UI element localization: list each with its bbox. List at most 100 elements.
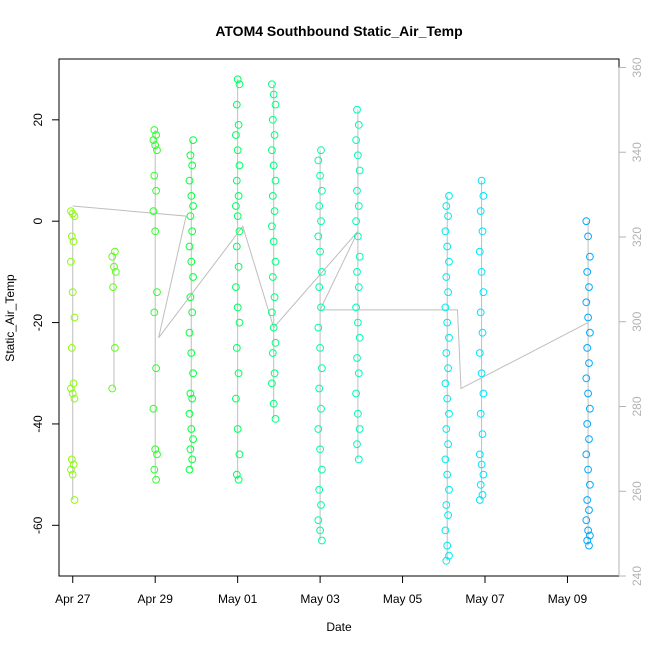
data-point bbox=[233, 146, 242, 155]
x-tick-label: May 09 bbox=[548, 592, 588, 606]
y2-tick-label: 320 bbox=[630, 227, 644, 247]
data-point bbox=[317, 146, 325, 155]
data-point bbox=[189, 273, 198, 281]
data-point bbox=[478, 430, 487, 439]
data-point bbox=[318, 268, 326, 276]
data-point bbox=[268, 192, 277, 200]
data-point bbox=[189, 369, 198, 378]
x-axis: Apr 27 Apr 29 May 01 May 03 May 05 May 07 May … bbox=[55, 575, 588, 606]
data-point bbox=[186, 151, 195, 160]
data-point bbox=[314, 232, 323, 241]
data-point bbox=[355, 166, 364, 175]
data-point bbox=[234, 262, 243, 271]
data-point bbox=[151, 141, 160, 150]
y2-tick-label: 360 bbox=[630, 57, 644, 77]
data-point bbox=[315, 202, 324, 210]
data-point bbox=[475, 496, 484, 504]
data-point bbox=[354, 283, 363, 292]
data-point bbox=[111, 268, 120, 276]
data-point bbox=[186, 389, 195, 398]
data-point bbox=[68, 209, 77, 218]
data-point bbox=[70, 313, 79, 322]
data-point bbox=[479, 389, 488, 398]
data-point bbox=[68, 288, 77, 297]
data-point bbox=[582, 516, 591, 525]
data-point bbox=[234, 192, 243, 200]
x-tick-label: Apr 29 bbox=[138, 592, 174, 606]
data-point bbox=[70, 212, 79, 221]
data-point bbox=[232, 344, 241, 352]
data-point bbox=[584, 313, 592, 322]
data-point bbox=[232, 242, 241, 251]
plot-data bbox=[67, 75, 594, 565]
data-point bbox=[444, 364, 453, 373]
data-point bbox=[582, 217, 591, 226]
data-point bbox=[189, 136, 198, 145]
data-point bbox=[354, 455, 363, 464]
data-point bbox=[186, 445, 195, 454]
data-point bbox=[475, 349, 484, 357]
data-point bbox=[268, 115, 277, 124]
y2-tick-label: 300 bbox=[630, 311, 644, 331]
data-point bbox=[352, 217, 361, 226]
data-point bbox=[441, 227, 450, 236]
data-point bbox=[354, 409, 362, 418]
data-point bbox=[185, 242, 194, 251]
data-point bbox=[271, 100, 280, 109]
data-point bbox=[67, 257, 75, 266]
data-point bbox=[187, 349, 196, 357]
y-tick-label: 0 bbox=[31, 218, 45, 225]
y2-tick-label: 280 bbox=[630, 396, 644, 416]
data-point bbox=[443, 318, 452, 327]
data-point bbox=[354, 232, 362, 241]
data-point bbox=[188, 161, 197, 170]
data-point bbox=[185, 328, 194, 337]
data-point bbox=[444, 440, 453, 449]
data-point bbox=[442, 556, 451, 565]
data-point bbox=[314, 156, 323, 165]
data-point bbox=[354, 369, 363, 378]
data-point bbox=[442, 425, 451, 433]
data-point bbox=[187, 192, 196, 200]
data-point bbox=[67, 207, 75, 216]
data-point bbox=[271, 176, 280, 185]
data-point bbox=[235, 161, 244, 170]
data-point bbox=[355, 252, 364, 261]
data-point bbox=[353, 186, 361, 195]
data-point bbox=[586, 252, 594, 261]
data-point bbox=[443, 541, 452, 550]
data-point bbox=[271, 338, 280, 347]
data-point bbox=[150, 171, 159, 180]
data-point bbox=[479, 288, 488, 297]
data-point bbox=[269, 90, 278, 99]
data-point bbox=[583, 268, 592, 276]
y-axis-label: Static_Air_Temp bbox=[3, 274, 17, 362]
data-point bbox=[585, 283, 593, 292]
data-point bbox=[68, 470, 77, 479]
data-point bbox=[476, 409, 485, 418]
data-point bbox=[271, 415, 280, 423]
data-point bbox=[317, 501, 325, 509]
data-point bbox=[109, 283, 117, 292]
y2-tick-label: 260 bbox=[630, 481, 644, 501]
data-point bbox=[185, 176, 194, 185]
data-point bbox=[153, 450, 161, 459]
y2-tick-label: 240 bbox=[630, 566, 644, 586]
data-point bbox=[67, 232, 76, 241]
data-point bbox=[353, 105, 361, 114]
data-point bbox=[316, 247, 325, 256]
y-tick-label: -60 bbox=[31, 516, 45, 534]
data-point bbox=[479, 470, 488, 479]
y-tick-label: 20 bbox=[31, 113, 45, 127]
data-point bbox=[268, 308, 276, 317]
data-point bbox=[584, 232, 592, 241]
data-point bbox=[189, 435, 198, 444]
data-point bbox=[476, 207, 485, 216]
data-point bbox=[268, 222, 276, 231]
data-point bbox=[188, 455, 197, 464]
data-point bbox=[586, 328, 594, 337]
data-point bbox=[67, 465, 75, 474]
series-line bbox=[72, 205, 589, 390]
data-point bbox=[149, 404, 158, 413]
